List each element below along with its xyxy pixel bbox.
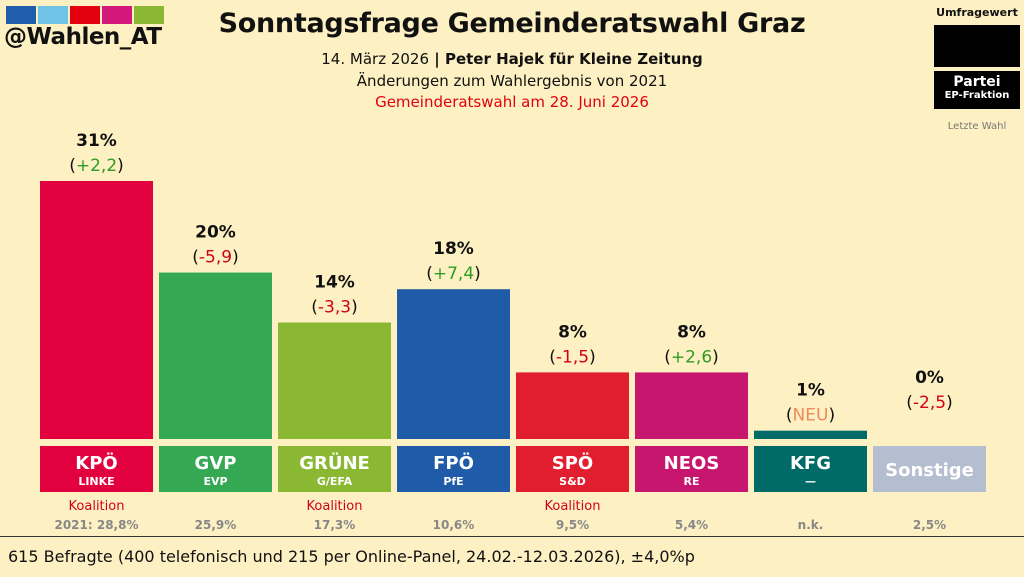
brand-swatch	[70, 6, 100, 24]
bar-spö	[516, 372, 629, 439]
value-label: 14%	[314, 272, 355, 292]
change-label: (-3,3)	[311, 297, 357, 317]
party-name: KFG	[790, 453, 831, 474]
party-box	[516, 446, 629, 492]
bar-grüne	[278, 322, 391, 439]
brand-swatch	[134, 6, 164, 24]
party-faction: G/EFA	[317, 475, 353, 488]
legend-party-box: Partei EP-Fraktion	[934, 71, 1020, 109]
last-election-value: 10,6%	[433, 518, 475, 532]
chart-title: Sonntagsfrage Gemeinderatswahl Graz	[218, 8, 806, 39]
party-name: SPÖ	[552, 452, 593, 474]
legend-party: Partei	[953, 74, 1001, 90]
legend-value-box	[934, 25, 1020, 67]
coalition-label: Koalition	[69, 499, 125, 514]
brand-swatch	[38, 6, 68, 24]
change-label: (-2,5)	[906, 393, 952, 413]
bar-gvp	[159, 272, 272, 439]
change-label: (-1,5)	[549, 347, 595, 367]
legend-title: Umfragewert	[936, 6, 1018, 19]
bar-neos	[635, 372, 748, 439]
party-name: NEOS	[664, 453, 720, 474]
last-election-value: 9,5%	[556, 518, 589, 532]
last-election-value: 2,5%	[913, 518, 946, 532]
party-box	[40, 446, 153, 492]
value-label: 8%	[558, 322, 587, 342]
party-faction: EVP	[203, 475, 227, 488]
last-election-value: 25,9%	[195, 518, 237, 532]
value-label: 8%	[677, 322, 706, 342]
legend: Umfragewert Partei EP-Fraktion Letzte Wa…	[934, 6, 1020, 132]
brand-color-strip	[6, 6, 164, 24]
coalition-label: Koalition	[307, 499, 363, 514]
account-handle: @Wahlen_AT	[4, 24, 162, 50]
bar-fpö	[397, 289, 510, 439]
legend-last-election: Letzte Wahl	[947, 121, 1007, 132]
party-faction: —	[805, 475, 816, 488]
party-box	[159, 446, 272, 492]
change-label: (+7,4)	[426, 264, 481, 284]
change-label: (NEU)	[786, 406, 835, 426]
party-box	[397, 446, 510, 492]
last-election-value: 17,3%	[314, 518, 356, 532]
party-faction: LINKE	[78, 475, 114, 488]
party-box	[754, 446, 867, 492]
party-name: FPÖ	[433, 452, 474, 474]
value-label: 20%	[195, 223, 236, 243]
value-label: 0%	[915, 368, 944, 388]
value-label: 18%	[433, 239, 474, 259]
legend-faction: EP-Fraktion	[944, 90, 1010, 101]
party-box	[873, 446, 986, 492]
poll-date: 14. März 2026	[321, 50, 430, 68]
change-label: (+2,6)	[664, 347, 719, 367]
subtitle: Änderungen zum Wahlergebnis von 2021	[356, 72, 668, 90]
party-name: GVP	[195, 453, 237, 474]
bar-kfg	[754, 430, 867, 439]
bar-kpö	[40, 181, 153, 439]
party-box	[635, 446, 748, 492]
brand-swatch	[6, 6, 36, 24]
poll-info: 14. März 2026 | Peter Hajek für Kleine Z…	[200, 50, 824, 68]
last-election-value: 2021: 28,8%	[54, 518, 138, 532]
change-label: (+2,2)	[69, 156, 124, 176]
party-name: KPÖ	[75, 452, 117, 474]
election-note: Gemeinderatswahl am 28. Juni 2026	[375, 93, 649, 111]
poll-source: Peter Hajek für Kleine Zeitung	[444, 50, 703, 68]
value-label: 31%	[76, 131, 117, 151]
change-label: (-5,9)	[192, 248, 238, 268]
party-faction: S&D	[559, 475, 586, 488]
last-election-value: 5,4%	[675, 518, 708, 532]
brand-swatch	[102, 6, 132, 24]
party-faction: RE	[684, 475, 700, 488]
coalition-label: Koalition	[545, 499, 601, 514]
party-box	[278, 446, 391, 492]
footer-note: 615 Befragte (400 telefonisch und 215 pe…	[0, 536, 1024, 576]
party-name: GRÜNE	[299, 452, 370, 474]
value-label: 1%	[796, 381, 825, 401]
poll-separator: |	[429, 50, 445, 68]
party-name: Sonstige	[885, 460, 974, 481]
party-faction: PfE	[443, 475, 463, 488]
last-election-value: n.k.	[798, 518, 824, 532]
